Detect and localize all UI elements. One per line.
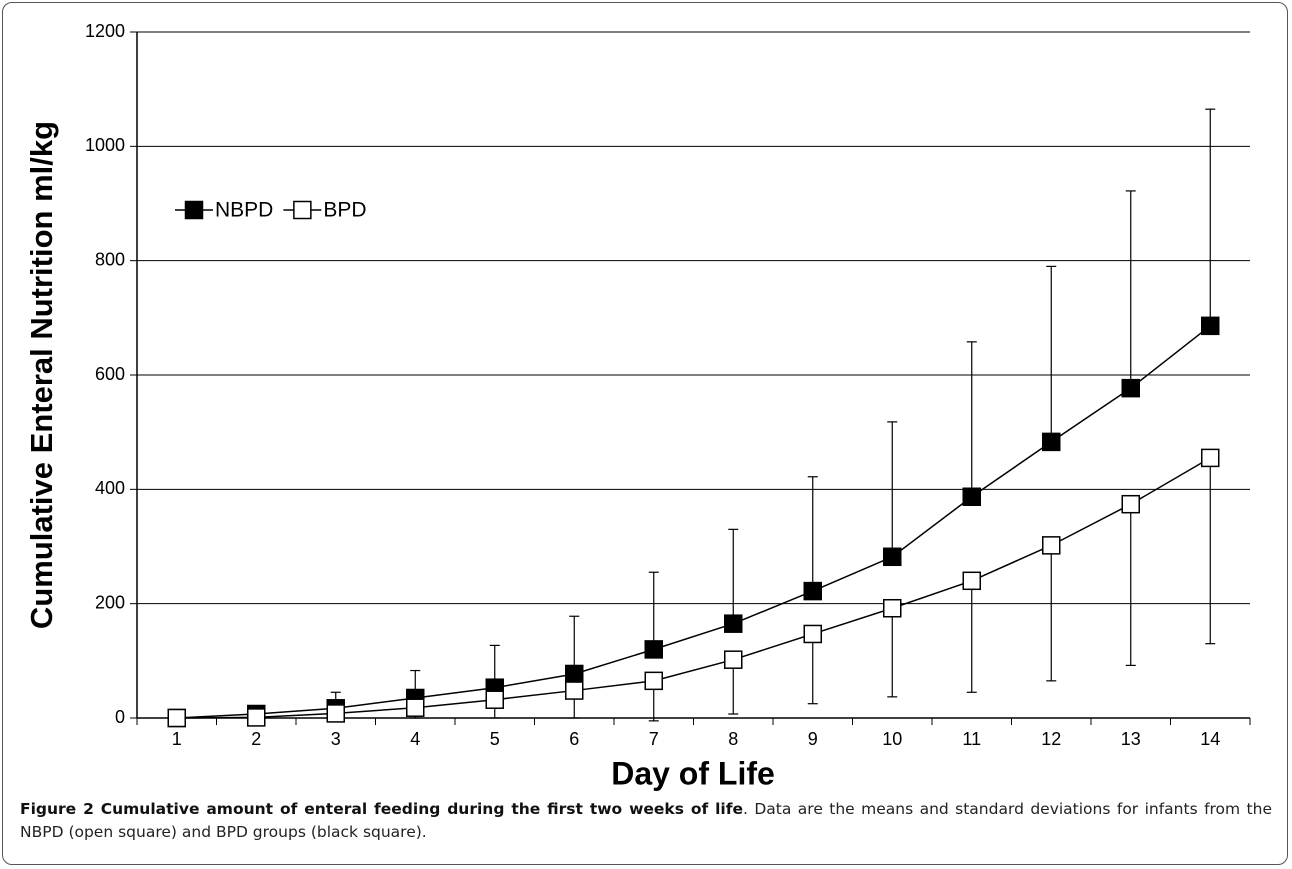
- x-tick-label: 1: [172, 729, 182, 749]
- x-tick-label: 2: [251, 729, 261, 749]
- y-tick-label: 1200: [85, 21, 125, 41]
- y-tick-label: 400: [95, 478, 125, 498]
- marker: [565, 681, 584, 700]
- marker: [565, 664, 584, 684]
- marker: [644, 671, 663, 691]
- marker: [247, 708, 266, 727]
- x-tick-label: 14: [1200, 729, 1220, 749]
- legend-marker: [184, 200, 204, 220]
- marker: [326, 704, 345, 723]
- x-tick-label: 11: [962, 729, 981, 749]
- x-tick-label: 10: [882, 729, 902, 749]
- marker: [644, 640, 663, 659]
- marker: [962, 487, 981, 507]
- marker: [883, 547, 902, 567]
- caption: Figure 2 Cumulative amount of enteral fe…: [20, 798, 1272, 844]
- x-tick-label: 13: [1121, 729, 1141, 749]
- x-tick-label: 4: [410, 729, 420, 749]
- legend-marker: [293, 200, 312, 220]
- marker: [406, 698, 425, 717]
- marker: [724, 614, 743, 633]
- marker: [1042, 536, 1061, 555]
- marker: [1042, 432, 1061, 452]
- x-tick-label: 5: [490, 729, 500, 749]
- x-tick-label: 3: [331, 729, 341, 749]
- legend-label: NBPD: [215, 199, 273, 222]
- marker: [485, 690, 504, 709]
- marker: [1201, 316, 1220, 336]
- marker: [1121, 494, 1140, 514]
- marker: [962, 571, 981, 591]
- caption-text: . Data are the means and standard deviat…: [20, 800, 1272, 841]
- series-line: [176, 457, 1211, 719]
- x-axis-title: Day of Life: [611, 755, 775, 791]
- marker: [803, 624, 822, 644]
- y-tick-label: 200: [95, 592, 125, 612]
- y-tick-label: 0: [115, 707, 125, 727]
- marker: [1121, 378, 1140, 398]
- x-tick-label: 12: [1041, 729, 1061, 749]
- marker: [883, 598, 902, 618]
- y-tick-label: 800: [95, 249, 125, 269]
- y-tick-label: 600: [95, 364, 125, 384]
- x-tick-label: 7: [649, 729, 659, 749]
- x-tick-label: 6: [569, 729, 579, 749]
- y-tick-label: 1000: [85, 135, 125, 155]
- marker: [1201, 448, 1220, 468]
- y-axis-title: Cumulative Enteral Nutrition ml/kg: [24, 121, 59, 629]
- marker: [167, 708, 186, 728]
- legend-label: BPD: [323, 199, 366, 222]
- caption-title: Figure 2 Cumulative amount of enteral fe…: [20, 800, 744, 818]
- marker: [803, 581, 822, 601]
- x-tick-label: 9: [808, 729, 818, 749]
- marker: [724, 650, 743, 669]
- x-tick-label: 8: [728, 729, 738, 749]
- series-line: [176, 325, 1211, 719]
